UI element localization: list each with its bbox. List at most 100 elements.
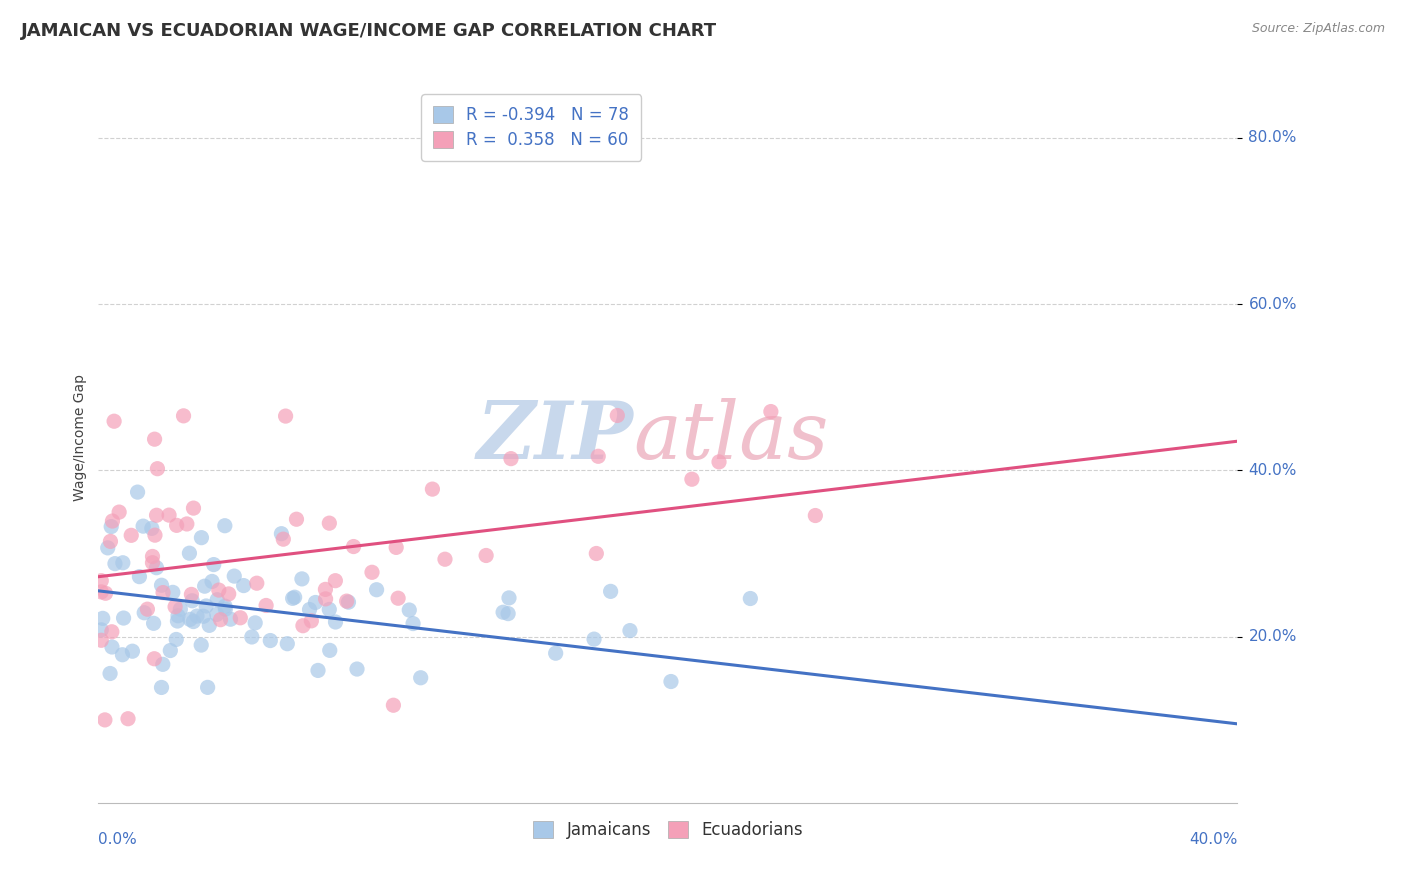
Point xyxy=(214,599,236,614)
Point xyxy=(544,646,567,660)
Point xyxy=(152,585,174,599)
Point xyxy=(101,640,124,654)
Point xyxy=(804,508,827,523)
Point xyxy=(198,618,221,632)
Point xyxy=(128,569,150,583)
Point xyxy=(707,455,730,469)
Point xyxy=(100,519,122,533)
Point xyxy=(159,643,181,657)
Point xyxy=(91,611,114,625)
Point xyxy=(208,583,231,598)
Point xyxy=(103,414,125,428)
Point xyxy=(104,557,127,571)
Point xyxy=(162,585,184,599)
Point xyxy=(274,409,297,423)
Text: 80.0%: 80.0% xyxy=(1249,130,1296,145)
Point xyxy=(346,662,368,676)
Point xyxy=(243,615,266,630)
Point xyxy=(496,607,519,621)
Point xyxy=(190,638,212,652)
Point xyxy=(433,552,456,566)
Point xyxy=(90,574,112,588)
Point xyxy=(232,578,254,592)
Point xyxy=(165,632,187,647)
Point xyxy=(108,505,131,519)
Point xyxy=(150,578,173,592)
Point xyxy=(342,540,364,554)
Point xyxy=(98,666,121,681)
Point xyxy=(214,602,236,616)
Point xyxy=(325,615,347,629)
Point xyxy=(94,713,117,727)
Point xyxy=(314,582,336,597)
Point xyxy=(101,624,124,639)
Point xyxy=(583,632,606,647)
Text: 20.0%: 20.0% xyxy=(1249,629,1296,644)
Point xyxy=(209,613,232,627)
Point xyxy=(101,514,124,528)
Point xyxy=(179,546,201,560)
Point xyxy=(111,556,134,570)
Point xyxy=(361,566,384,580)
Point xyxy=(304,595,326,609)
Point xyxy=(145,508,167,523)
Point xyxy=(586,450,609,464)
Point xyxy=(150,681,173,695)
Point xyxy=(165,599,187,614)
Point xyxy=(281,591,304,606)
Point xyxy=(298,602,321,616)
Point xyxy=(284,591,307,605)
Point xyxy=(366,582,388,597)
Point xyxy=(619,624,641,638)
Point xyxy=(422,482,444,496)
Text: 40.0%: 40.0% xyxy=(1249,463,1296,478)
Point xyxy=(197,681,219,695)
Point xyxy=(205,592,228,607)
Point xyxy=(273,532,295,546)
Point xyxy=(398,603,420,617)
Text: 60.0%: 60.0% xyxy=(1249,297,1296,311)
Point xyxy=(166,614,188,628)
Point xyxy=(240,630,263,644)
Point xyxy=(194,579,217,593)
Point xyxy=(173,409,195,423)
Point xyxy=(190,531,212,545)
Point xyxy=(127,485,149,500)
Point xyxy=(141,549,163,564)
Point xyxy=(142,616,165,631)
Point xyxy=(152,657,174,672)
Point xyxy=(387,591,409,606)
Point xyxy=(759,404,782,418)
Point xyxy=(499,451,522,466)
Point xyxy=(166,518,188,533)
Point xyxy=(599,584,621,599)
Point xyxy=(385,541,408,555)
Point xyxy=(146,461,169,475)
Point xyxy=(193,609,215,624)
Point xyxy=(120,528,142,542)
Point xyxy=(157,508,180,522)
Point xyxy=(498,591,520,605)
Point xyxy=(270,526,292,541)
Point xyxy=(132,519,155,533)
Point xyxy=(214,518,236,533)
Point xyxy=(475,549,498,563)
Y-axis label: Wage/Income Gap: Wage/Income Gap xyxy=(73,374,87,500)
Point xyxy=(112,611,135,625)
Point xyxy=(145,560,167,574)
Point xyxy=(319,643,342,657)
Point xyxy=(136,602,159,616)
Point xyxy=(183,501,205,516)
Point xyxy=(246,576,269,591)
Text: ZIP: ZIP xyxy=(477,399,634,475)
Text: Source: ZipAtlas.com: Source: ZipAtlas.com xyxy=(1251,22,1385,36)
Point xyxy=(205,607,228,622)
Point xyxy=(141,521,163,535)
Point xyxy=(254,599,277,613)
Point xyxy=(318,516,340,531)
Point xyxy=(111,648,134,662)
Point xyxy=(169,602,191,616)
Point xyxy=(606,409,628,423)
Point xyxy=(229,611,252,625)
Point xyxy=(167,608,190,623)
